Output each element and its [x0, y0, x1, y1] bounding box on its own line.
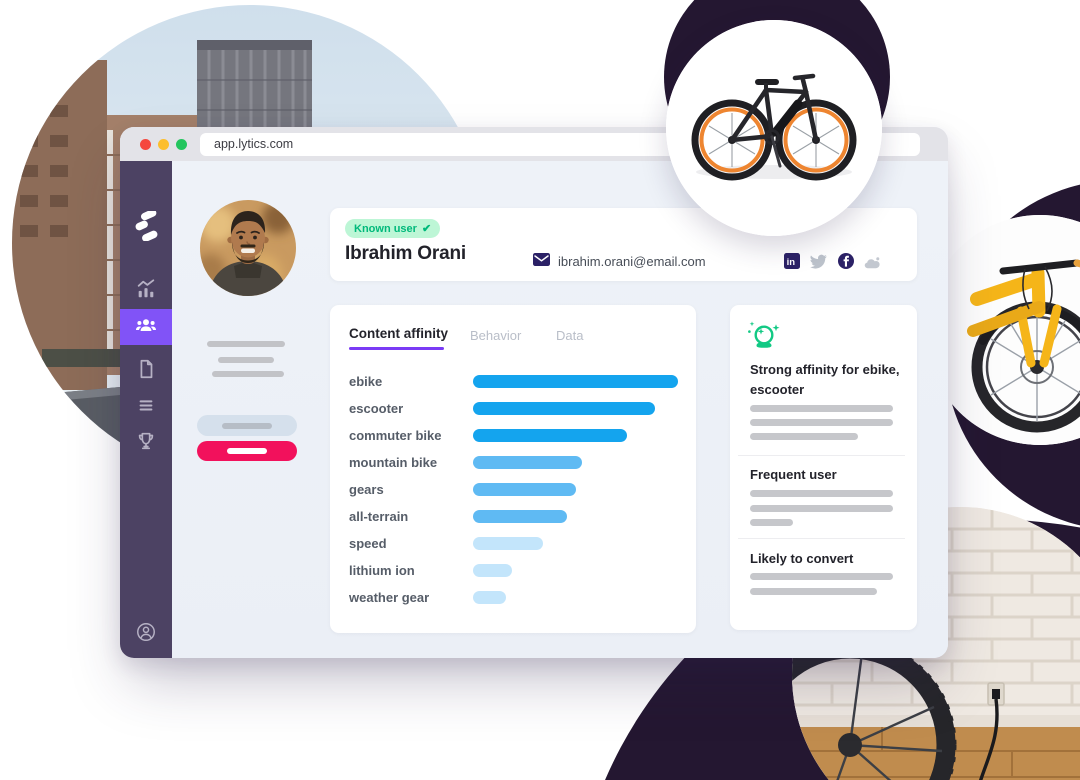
tab-behavior[interactable]: Behavior [470, 328, 522, 343]
skeleton-line [218, 357, 274, 363]
affinity-label: commuter bike [349, 428, 442, 443]
skeleton-line [750, 505, 893, 512]
skeleton-line [750, 419, 893, 426]
affinity-row: weather gear [330, 584, 696, 611]
divider [738, 538, 905, 539]
account-circle-icon [135, 621, 157, 648]
affinity-row: lithium ion [330, 557, 696, 584]
insight-title: Strong affinity for ebike, escooter [750, 362, 900, 397]
twitter-icon[interactable] [810, 253, 827, 270]
affinity-bar [473, 537, 543, 550]
affinity-rows: ebike escooter commuter bike mountain bike g… [330, 368, 696, 611]
sidebar-item-audiences[interactable] [120, 309, 172, 345]
email-row: ibrahim.orani@email.com [533, 252, 706, 270]
chat-icon[interactable] [864, 254, 881, 271]
skeleton-line [750, 433, 858, 440]
zoom-window-button[interactable] [176, 138, 187, 150]
check-icon: ✔ [421, 223, 432, 235]
insights-card: Strong affinity for ebike, escooter Freq… [730, 305, 917, 630]
affinity-bar [473, 510, 568, 523]
affinity-bar [473, 429, 627, 442]
crystal-ball-icon [745, 318, 781, 354]
lytics-logo [133, 209, 159, 242]
browser-window: app.lytics.com [120, 127, 948, 658]
url-text: app.lytics.com [214, 137, 294, 151]
affinity-row: speed [330, 530, 696, 557]
trophy-icon [135, 430, 157, 457]
users-icon [134, 313, 158, 342]
affinity-row: escooter [330, 395, 696, 422]
affinity-bar [473, 375, 678, 388]
affinity-label: lithium ion [349, 563, 415, 578]
linkedin-icon[interactable]: in [783, 252, 800, 269]
affinity-row: gears [330, 476, 696, 503]
sidebar-item-goals[interactable] [120, 425, 172, 461]
insight-title: Likely to convert [750, 551, 854, 566]
affinity-label: weather gear [349, 590, 430, 605]
active-tab-underline [349, 347, 444, 350]
tab-content-affinity[interactable]: Content affinity [349, 326, 448, 341]
close-window-button[interactable] [140, 138, 151, 150]
affinity-label: ebike [349, 374, 383, 389]
affinity-row: commuter bike [330, 422, 696, 449]
yellow-bike-illustration [925, 215, 1080, 445]
sidebar-item-documents[interactable] [120, 353, 172, 389]
known-user-badge: Known user ✔ [345, 219, 441, 238]
sidebar-item-analytics[interactable] [120, 273, 172, 309]
skeleton-line [750, 490, 893, 497]
insight-title: Frequent user [750, 467, 837, 482]
sidebar-item-lists[interactable] [120, 389, 172, 425]
affinity-label: escooter [349, 401, 404, 416]
content-affinity-card: Content affinity Behavior Data ebike esco… [330, 305, 696, 633]
pill-label-placeholder [222, 422, 272, 429]
pill-label-placeholder [227, 448, 267, 454]
tab-data[interactable]: Data [556, 328, 584, 343]
avatar [200, 200, 296, 296]
affinity-bar [473, 483, 576, 496]
affinity-bar [473, 402, 656, 415]
sidebar-item-account[interactable] [120, 622, 172, 646]
email-icon [533, 253, 550, 269]
affinity-row: ebike [330, 368, 696, 395]
skeleton-line [750, 588, 877, 595]
badge-label: Known user [354, 222, 417, 235]
sidebar-nav [120, 273, 172, 461]
affinity-bar [473, 591, 506, 604]
affinity-label: all-terrain [349, 509, 409, 524]
divider [738, 455, 905, 456]
user-name: Ibrahim Orani [345, 243, 466, 264]
skeleton-line [750, 573, 893, 580]
facebook-icon[interactable] [837, 252, 854, 269]
app-sidebar [120, 161, 172, 658]
skeleton-line [750, 405, 893, 412]
user-email: ibrahim.orani@email.com [558, 253, 706, 269]
chart-icon [135, 278, 157, 305]
affinity-label: gears [349, 482, 384, 497]
ebike-product-photo-circle [666, 20, 882, 236]
affinity-row: all-terrain [330, 503, 696, 530]
svg-text:in: in [786, 257, 795, 268]
secondary-pill-button[interactable] [197, 415, 297, 436]
affinity-row: mountain bike [330, 449, 696, 476]
ebike-illustration [666, 20, 882, 236]
skeleton-line [750, 519, 793, 526]
affinity-bar [473, 456, 582, 469]
yellow-bike-photo-circle [925, 215, 1080, 445]
skeleton-line [212, 371, 284, 377]
skeleton-line [207, 341, 285, 347]
affinity-label: speed [349, 536, 387, 551]
list-icon [135, 394, 157, 421]
affinity-bar [473, 564, 512, 577]
minimize-window-button[interactable] [158, 138, 169, 150]
affinity-label: mountain bike [349, 455, 438, 470]
document-icon [135, 358, 157, 385]
primary-pill-button[interactable] [197, 441, 297, 461]
social-icons: in [330, 208, 917, 281]
